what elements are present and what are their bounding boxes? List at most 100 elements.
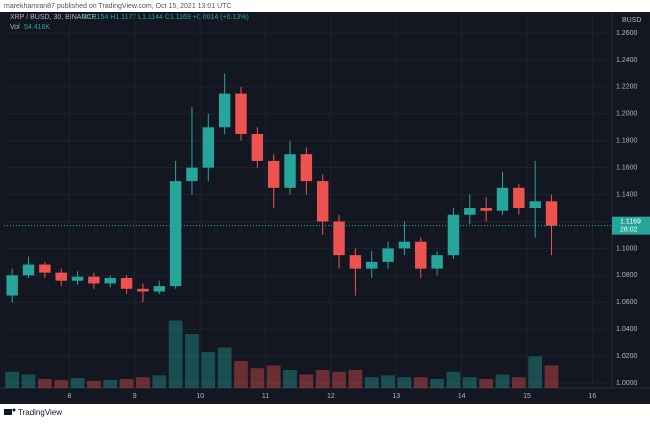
volume-bar <box>511 377 526 388</box>
volume-bar <box>37 379 52 388</box>
x-tick-label: 16 <box>588 393 596 400</box>
candle-body <box>333 221 345 256</box>
y-tick-label: 1.0200 <box>616 353 638 360</box>
y-tick-label: 1.2000 <box>616 111 638 118</box>
volume-bar <box>299 374 314 388</box>
volume-bar <box>495 374 510 388</box>
candle-body <box>251 133 264 161</box>
volume-legend-name: Vol <box>10 24 20 31</box>
candle-body <box>169 181 182 287</box>
header-bar <box>0 0 650 12</box>
x-tick-label: 8 <box>67 393 71 400</box>
y-tick-label: 1.2600 <box>616 30 638 37</box>
ohlc-legend: O1.1154 H1.1177 L1.1144 C1.1169 +0.0014 … <box>82 14 249 21</box>
footer-bar <box>0 404 650 422</box>
candle-body <box>88 276 100 284</box>
y-tick-label: 1.0000 <box>616 380 638 387</box>
brand-logo <box>4 408 16 415</box>
plot-area <box>4 12 612 388</box>
volume-bar <box>103 379 118 388</box>
volume-bar <box>348 370 363 388</box>
volume-bar <box>430 379 444 388</box>
symbol: XRP / BUSD, 30, BINANCE <box>10 14 97 21</box>
candle-body <box>284 154 296 188</box>
y-tick-label: 1.0400 <box>616 326 638 333</box>
volume-bar <box>70 378 85 388</box>
candle-body <box>55 272 67 281</box>
candle-body <box>39 264 51 273</box>
volume-bar <box>364 377 379 388</box>
candle-body <box>137 288 149 292</box>
volume-bar <box>152 375 167 388</box>
volume-bar <box>5 371 20 388</box>
candle-body <box>202 127 215 168</box>
volume-bar <box>136 377 150 388</box>
currency: BUSD <box>622 17 641 24</box>
y-tick-label: 1.1000 <box>616 245 638 252</box>
candle-body <box>218 93 231 128</box>
candle-body <box>545 201 558 226</box>
volume-bar <box>21 374 36 388</box>
volume-bar <box>544 365 559 388</box>
candle-body <box>464 208 476 215</box>
candle-body <box>447 214 460 256</box>
candle-body <box>349 255 362 269</box>
x-tick-label: 11 <box>262 393 269 400</box>
volume-bar <box>283 370 297 388</box>
x-tick-label: 12 <box>327 393 335 400</box>
x-tick-label: 14 <box>458 393 466 400</box>
countdown: 28:02 <box>620 227 638 234</box>
volume-legend-value: 54.416K <box>24 24 50 31</box>
x-tick-label: 13 <box>392 393 400 400</box>
volume-bar <box>446 371 461 388</box>
volume-bar <box>528 356 543 388</box>
volume-bar <box>332 371 346 388</box>
candle-body <box>104 278 116 284</box>
candle-body <box>513 187 525 209</box>
volume-bar <box>119 379 134 388</box>
volume-bar <box>266 365 281 388</box>
x-tick-label: 15 <box>523 393 531 400</box>
published-note: marekhamran87 published on TradingView.c… <box>4 3 232 10</box>
y-tick-label: 1.1600 <box>616 164 638 171</box>
candle-body <box>267 160 280 188</box>
candle-body <box>382 248 394 262</box>
last-price-label: 1.1169 <box>620 219 641 226</box>
candle-body <box>22 264 35 276</box>
candle-body <box>300 154 313 182</box>
y-tick-label: 1.2400 <box>616 57 638 64</box>
volume-bar <box>397 377 412 388</box>
y-tick-label: 1.2200 <box>616 84 638 91</box>
candle-body <box>415 241 427 269</box>
candle-body <box>235 93 247 134</box>
volume-bar <box>54 379 69 388</box>
candle-body <box>366 261 378 269</box>
volume-bar <box>168 320 183 388</box>
volume-bar <box>201 352 216 388</box>
x-tick-label: 10 <box>196 393 204 400</box>
candle-body <box>120 278 133 289</box>
y-tick-label: 1.0800 <box>616 272 638 279</box>
brand: TradingView <box>18 408 62 417</box>
volume-bar <box>381 375 395 388</box>
y-tick-label: 1.1800 <box>616 138 638 145</box>
volume-bar <box>250 368 265 388</box>
volume-bar <box>185 334 199 388</box>
y-tick-label: 1.1400 <box>616 191 638 198</box>
y-tick-label: 1.0600 <box>616 299 638 306</box>
candle-body <box>529 201 541 209</box>
volume-bar <box>234 361 248 388</box>
x-tick-label: 9 <box>133 393 137 400</box>
volume-bar <box>315 370 330 388</box>
volume-bar <box>217 347 232 388</box>
candle-body <box>6 275 18 296</box>
volume-bar <box>479 379 494 388</box>
candle-body <box>71 276 84 281</box>
candle-body <box>431 255 443 269</box>
volume-bar <box>87 380 101 388</box>
last-price-box <box>612 216 650 235</box>
candle-body <box>153 286 165 292</box>
candle-body <box>316 181 329 222</box>
candle-body <box>496 187 509 211</box>
